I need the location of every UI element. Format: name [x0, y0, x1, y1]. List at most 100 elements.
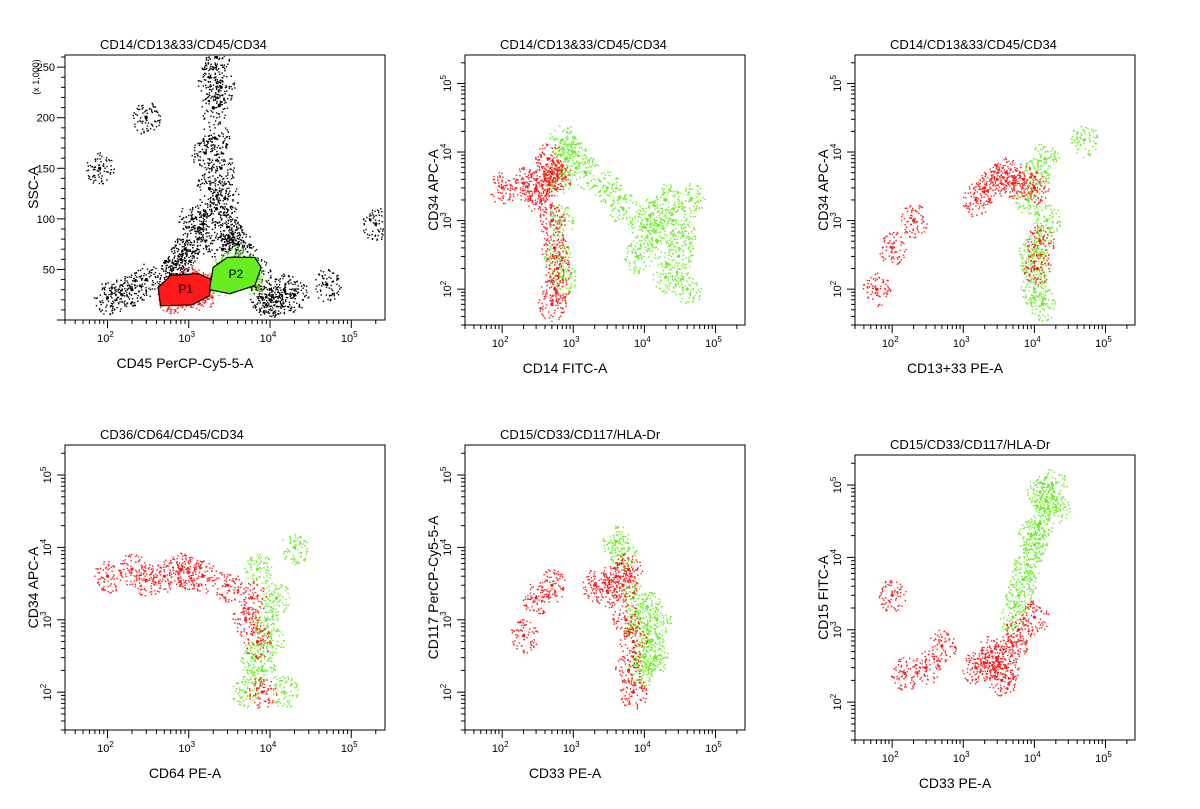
event-dot	[186, 249, 189, 251]
event-dot	[563, 216, 566, 219]
chart-title: CD14/CD13&33/CD45/CD34	[500, 37, 667, 52]
y-tick-label: 50	[43, 264, 55, 276]
event-dot	[151, 110, 153, 112]
event-dot	[271, 301, 273, 304]
event-dot	[568, 260, 570, 262]
event-dot	[188, 259, 191, 262]
event-dot	[604, 201, 607, 203]
event-dot	[563, 176, 566, 178]
event-dot	[171, 262, 174, 264]
event-dot	[218, 212, 220, 214]
event-dot	[321, 276, 324, 278]
event-dot	[175, 244, 177, 247]
event-dot	[240, 249, 242, 252]
event-dot	[231, 205, 233, 208]
event-dot	[618, 210, 620, 212]
event-dot	[110, 289, 112, 292]
event-dot	[631, 227, 634, 229]
event-dot	[151, 269, 154, 271]
event-dot	[366, 233, 369, 236]
event-dot	[212, 175, 214, 177]
event-dot	[219, 211, 221, 213]
event-dot	[145, 287, 147, 289]
event-dot	[199, 212, 202, 214]
event-dot	[205, 102, 207, 105]
event-dot	[201, 174, 204, 177]
event-dot	[203, 140, 205, 142]
event-dot	[175, 260, 177, 263]
event-dot	[184, 272, 186, 274]
data-point	[174, 262, 178, 266]
event-dot	[125, 291, 128, 294]
event-dot	[256, 258, 258, 260]
event-dot	[675, 249, 677, 252]
event-dot	[210, 115, 212, 117]
event-dot	[275, 295, 277, 298]
event-dot	[115, 294, 117, 296]
event-dot	[689, 293, 692, 295]
event-dot	[625, 201, 628, 203]
event-dot	[570, 147, 572, 149]
event-dot	[240, 242, 242, 244]
event-dot	[253, 287, 255, 289]
event-dot	[217, 237, 219, 239]
event-dot	[647, 235, 649, 237]
event-dot	[206, 212, 208, 215]
event-dot	[219, 121, 221, 123]
event-dot	[185, 305, 187, 308]
event-dot	[146, 119, 148, 122]
event-dot	[257, 302, 259, 304]
event-dot	[380, 208, 382, 210]
event-dot	[191, 154, 193, 157]
y-axis-label: SSC-A	[25, 165, 41, 208]
event-dot	[269, 270, 272, 273]
event-dot	[96, 297, 98, 299]
data-point	[231, 232, 235, 236]
event-dot	[211, 170, 213, 172]
x-axis-label: CD14 FITC-A	[523, 360, 608, 376]
event-dot	[223, 117, 226, 119]
event-dot	[295, 295, 297, 297]
event-dot	[557, 154, 559, 157]
event-dot	[149, 295, 151, 297]
event-dot	[622, 198, 625, 201]
event-dot	[591, 160, 594, 162]
event-dot	[152, 105, 154, 107]
data-point	[605, 186, 609, 190]
event-dot	[327, 298, 329, 301]
event-dot	[211, 188, 213, 190]
event-dot	[195, 249, 197, 252]
event-dot	[550, 252, 552, 254]
event-dot	[232, 177, 235, 179]
event-dot	[230, 178, 233, 180]
event-dot	[172, 261, 174, 264]
event-dot	[220, 233, 223, 235]
event-dot	[201, 201, 203, 203]
event-dot	[182, 254, 184, 256]
event-dot	[204, 209, 206, 211]
event-dot	[662, 193, 665, 196]
event-dot	[206, 182, 208, 184]
event-dot	[219, 235, 222, 237]
event-dot	[102, 302, 104, 304]
event-dot	[624, 198, 627, 200]
event-dot	[257, 278, 260, 281]
event-dot	[260, 279, 262, 282]
event-dot	[241, 229, 244, 231]
event-dot	[662, 190, 664, 192]
event-dot	[241, 246, 244, 248]
event-dot	[678, 250, 680, 252]
event-dot	[221, 254, 223, 256]
event-dot	[223, 211, 226, 213]
event-dot	[262, 310, 265, 312]
event-dot	[227, 174, 229, 176]
event-dot	[224, 90, 226, 93]
event-dot	[265, 280, 267, 282]
event-dot	[229, 195, 231, 197]
event-dot	[565, 207, 567, 209]
event-dot	[568, 247, 570, 249]
event-dot	[605, 201, 607, 204]
event-dot	[221, 181, 223, 183]
event-dot	[100, 303, 102, 306]
